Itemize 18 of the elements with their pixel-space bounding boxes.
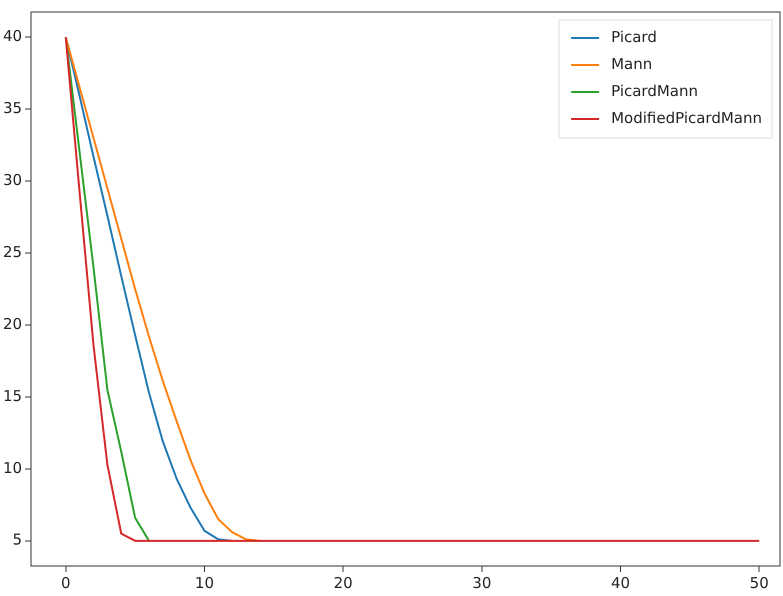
legend-label: Mann — [611, 54, 652, 73]
y-tick-label: 25 — [2, 242, 22, 261]
x-tick-label: 20 — [334, 574, 353, 592]
y-tick-label: 5 — [12, 530, 22, 549]
y-tick-label: 15 — [2, 386, 22, 405]
x-tick-label: 40 — [610, 574, 630, 592]
x-tick-label: 0 — [60, 574, 71, 592]
x-tick-label: 10 — [194, 574, 214, 592]
y-tick-label: 10 — [2, 458, 22, 477]
y-tick-label: 20 — [2, 314, 22, 333]
x-tick-label: 30 — [472, 574, 492, 592]
legend-label: PicardMann — [611, 82, 698, 100]
y-tick-label: 30 — [2, 170, 22, 189]
x-tick-label: 50 — [750, 574, 769, 592]
y-tick-label: 40 — [2, 27, 22, 46]
legend-label: ModifiedPicardMann — [611, 108, 762, 127]
legend-label: Picard — [611, 28, 657, 46]
y-tick-label: 35 — [2, 99, 22, 118]
